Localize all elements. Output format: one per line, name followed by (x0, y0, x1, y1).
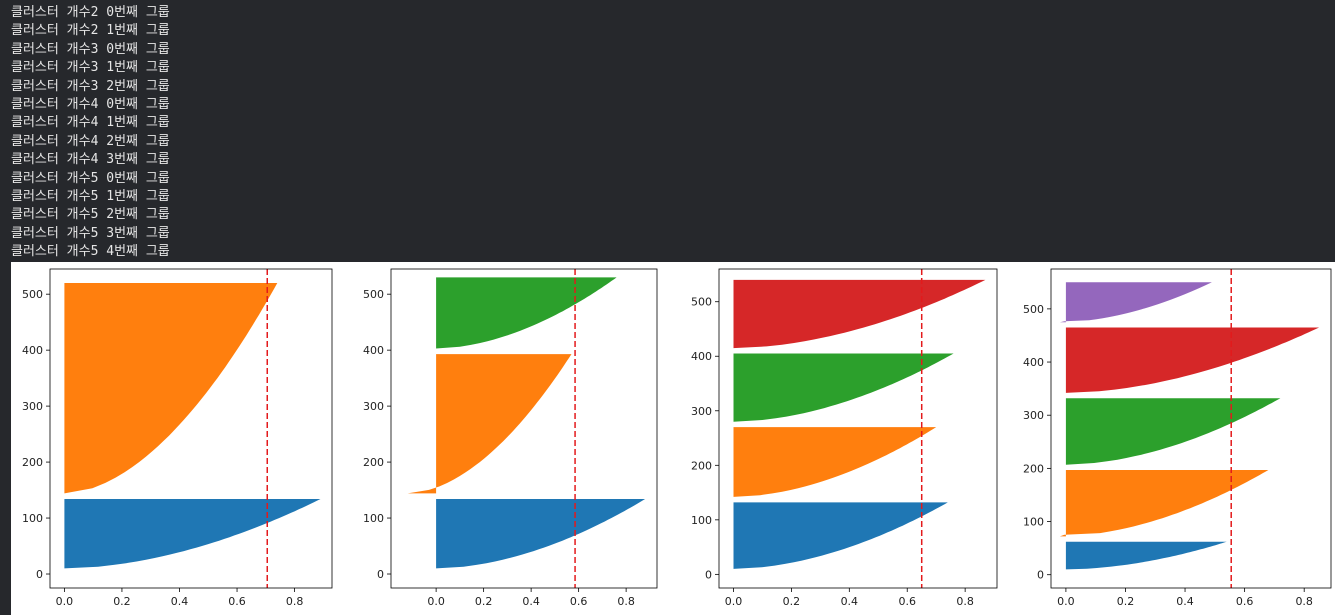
axes-2: 0.0 0.2 0.4 0.6 0.8 0 100 200 300 400 500 (22, 268, 333, 608)
x-tick-label: 0.8 (617, 595, 635, 608)
console-line: 클러스터 개수5 1번째 그룹 (11, 188, 170, 204)
console-line: 클러스터 개수5 3번째 그룹 (11, 225, 170, 241)
console-line: 클러스터 개수4 0번째 그룹 (11, 96, 170, 112)
cluster-band (733, 502, 948, 569)
cluster-band (1065, 398, 1281, 465)
y-tick-label: 400 (1023, 356, 1044, 369)
cluster-band (733, 279, 986, 349)
x-tick-label: 0.6 (898, 595, 916, 608)
y-tick-label: 0 (1037, 569, 1044, 582)
x-tick-label: 0.4 (841, 595, 859, 608)
y-tick-label: 100 (691, 514, 712, 527)
y-tick-label: 200 (363, 456, 384, 469)
x-tick-label: 0.4 (171, 595, 189, 608)
x-tick-label: 0.0 (725, 595, 743, 608)
silhouette-figure: 0.0 0.2 0.4 0.6 0.8 0 100 200 300 400 500 0.0 0.2 0.4… (11, 262, 1335, 615)
y-tick-label: 100 (22, 512, 43, 525)
y-tick-label: 0 (377, 568, 384, 581)
axes-frame (49, 268, 333, 589)
y-tick-label: 400 (22, 344, 43, 357)
y-tick-label: 300 (22, 400, 43, 413)
cluster-band (1059, 470, 1269, 537)
x-tick-label: 0.2 (783, 595, 801, 608)
axes-frame (1050, 268, 1332, 589)
cluster-band (64, 499, 321, 569)
y-tick-label: 0 (36, 568, 43, 581)
cluster-band (407, 354, 572, 494)
cluster-band (436, 277, 617, 349)
axes-4: 0.0 0.2 0.4 0.6 0.8 0 100 200 300 400 500 (691, 268, 998, 608)
cluster-band (733, 353, 954, 422)
console-line: 클러스터 개수5 2번째 그룹 (11, 207, 170, 223)
y-tick-label: 200 (691, 459, 712, 472)
cluster-band (1065, 327, 1320, 393)
x-tick-label: 0.4 (522, 595, 540, 608)
x-tick-label: 0.0 (1057, 595, 1075, 608)
x-tick-label: 0.8 (286, 595, 304, 608)
x-tick-label: 0.8 (956, 595, 974, 608)
console-line: 클러스터 개수3 2번째 그룹 (11, 78, 170, 94)
axes-frame (718, 268, 998, 589)
x-tick-label: 0.0 (427, 595, 445, 608)
y-tick-label: 100 (363, 512, 384, 525)
cluster-band (733, 427, 937, 497)
y-tick-label: 500 (363, 288, 384, 301)
y-tick-label: 300 (1023, 409, 1044, 422)
cluster-band (1065, 541, 1227, 570)
x-tick-label: 0.2 (475, 595, 493, 608)
console-line: 클러스터 개수4 2번째 그룹 (11, 133, 170, 149)
y-tick-label: 200 (22, 456, 43, 469)
x-tick-label: 0.2 (1117, 595, 1135, 608)
y-tick-label: 100 (1023, 516, 1044, 529)
y-tick-label: 400 (363, 344, 384, 357)
cluster-band (1059, 282, 1212, 323)
console-line: 클러스터 개수2 0번째 그룹 (11, 5, 170, 20)
x-tick-label: 0.6 (228, 595, 246, 608)
axes-5: 0.0 0.2 0.4 0.6 0.8 0 100 200 300 400 500 (1023, 268, 1332, 608)
y-tick-label: 500 (22, 288, 43, 301)
axes-frame (390, 268, 658, 589)
console-line: 클러스터 개수5 4번째 그룹 (11, 244, 170, 260)
y-tick-label: 500 (691, 296, 712, 309)
y-tick-label: 300 (691, 405, 712, 418)
x-tick-label: 0.8 (1295, 595, 1313, 608)
x-tick-label: 0.4 (1176, 595, 1194, 608)
silhouette-plots: 0.0 0.2 0.4 0.6 0.8 0 100 200 300 400 500 0.0 0.2 0.4… (22, 268, 1332, 608)
x-tick-label: 0.6 (1236, 595, 1254, 608)
axes-3: 0.0 0.2 0.4 0.6 0.8 0 100 200 300 400 500 (363, 268, 658, 608)
y-tick-label: 500 (1023, 303, 1044, 316)
x-tick-label: 0.2 (113, 595, 131, 608)
console-line: 클러스터 개수3 0번째 그룹 (11, 41, 170, 57)
console-line: 클러스터 개수4 3번째 그룹 (11, 152, 170, 168)
console-line: 클러스터 개수4 1번째 그룹 (11, 115, 170, 131)
x-tick-label: 0.0 (56, 595, 74, 608)
y-tick-label: 0 (705, 568, 712, 581)
y-tick-label: 400 (691, 350, 712, 363)
y-tick-label: 200 (1023, 462, 1044, 475)
y-tick-label: 300 (363, 400, 384, 413)
cluster-band (64, 283, 278, 494)
x-tick-label: 0.6 (570, 595, 588, 608)
console-line: 클러스터 개수2 1번째 그룹 (11, 23, 170, 39)
console-line: 클러스터 개수3 1번째 그룹 (11, 60, 170, 76)
console-line: 클러스터 개수5 0번째 그룹 (11, 170, 170, 186)
cluster-band (436, 499, 646, 569)
